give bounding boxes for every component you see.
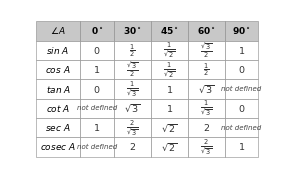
Bar [188, 41, 225, 60]
Bar [114, 60, 151, 79]
Text: $\frac{1}{2}$: $\frac{1}{2}$ [129, 42, 135, 59]
Text: $\angle A$: $\angle A$ [50, 26, 66, 36]
Bar [80, 79, 114, 99]
Bar [188, 21, 225, 41]
Text: $sin\ A$: $sin\ A$ [46, 45, 70, 56]
Bar [114, 21, 151, 41]
Bar [188, 99, 225, 118]
Text: $\frac{2}{\sqrt{3}}$: $\frac{2}{\sqrt{3}}$ [126, 119, 138, 137]
Text: $tan\ A$: $tan\ A$ [46, 84, 71, 95]
Text: $\mathbf{60^\circ}$: $\mathbf{60^\circ}$ [197, 26, 216, 36]
Text: $sec\ A$: $sec\ A$ [45, 122, 71, 133]
Bar [151, 79, 188, 99]
Bar [80, 41, 114, 60]
Bar [151, 41, 188, 60]
Text: $0$: $0$ [238, 64, 245, 75]
Text: $0$: $0$ [93, 45, 101, 56]
Text: $1$: $1$ [94, 64, 101, 75]
Text: $\sqrt{3}$: $\sqrt{3}$ [124, 102, 141, 114]
Text: not defined: not defined [77, 144, 117, 150]
Bar [80, 21, 114, 41]
Text: $cot\ A$: $cot\ A$ [46, 103, 70, 114]
Text: $\frac{1}{2}$: $\frac{1}{2}$ [203, 61, 210, 78]
Text: $\mathbf{0^\circ}$: $\mathbf{0^\circ}$ [91, 26, 103, 36]
Text: $\sqrt{2}$: $\sqrt{2}$ [161, 122, 178, 134]
Bar [80, 60, 114, 79]
Bar [188, 118, 225, 137]
Text: $\sqrt{2}$: $\sqrt{2}$ [161, 141, 178, 153]
Bar [36, 99, 80, 118]
Text: $\frac{\sqrt{3}}{2}$: $\frac{\sqrt{3}}{2}$ [126, 61, 138, 79]
Bar [151, 118, 188, 137]
Text: $cos\ A$: $cos\ A$ [45, 64, 71, 75]
Bar [114, 79, 151, 99]
Text: not defined: not defined [222, 125, 262, 131]
Bar [188, 60, 225, 79]
Text: $1$: $1$ [238, 45, 245, 56]
Bar [151, 60, 188, 79]
Bar [80, 118, 114, 137]
Text: $cosec\ A$: $cosec\ A$ [40, 142, 76, 152]
Bar [114, 41, 151, 60]
Text: not defined: not defined [222, 86, 262, 92]
Text: $1$: $1$ [166, 84, 173, 95]
Bar [80, 137, 114, 157]
Bar [225, 79, 258, 99]
Text: $\frac{\sqrt{3}}{2}$: $\frac{\sqrt{3}}{2}$ [200, 41, 212, 60]
Bar [36, 60, 80, 79]
Text: $\frac{1}{\sqrt{2}}$: $\frac{1}{\sqrt{2}}$ [163, 41, 175, 59]
Text: $0$: $0$ [93, 84, 101, 95]
Bar [151, 21, 188, 41]
Bar [225, 137, 258, 157]
Bar [114, 99, 151, 118]
Bar [151, 99, 188, 118]
Text: $2$: $2$ [203, 122, 210, 133]
Text: $\frac{1}{\sqrt{2}}$: $\frac{1}{\sqrt{2}}$ [163, 61, 175, 79]
Bar [188, 137, 225, 157]
Bar [151, 137, 188, 157]
Text: not defined: not defined [77, 105, 117, 111]
Bar [225, 60, 258, 79]
Text: $\frac{2}{\sqrt{3}}$: $\frac{2}{\sqrt{3}}$ [200, 138, 212, 156]
Bar [114, 137, 151, 157]
Text: $\frac{1}{\sqrt{3}}$: $\frac{1}{\sqrt{3}}$ [200, 99, 212, 117]
Bar [36, 118, 80, 137]
Text: $\sqrt{3}$: $\sqrt{3}$ [198, 83, 215, 95]
Bar [114, 118, 151, 137]
Text: $\frac{1}{\sqrt{3}}$: $\frac{1}{\sqrt{3}}$ [126, 80, 138, 98]
Bar [188, 79, 225, 99]
Bar [36, 21, 80, 41]
Bar [225, 41, 258, 60]
Text: $1$: $1$ [238, 142, 245, 152]
Text: $\mathbf{90^\circ}$: $\mathbf{90^\circ}$ [232, 26, 251, 36]
Text: $2$: $2$ [129, 142, 136, 152]
Bar [36, 41, 80, 60]
Text: $\mathbf{45^\circ}$: $\mathbf{45^\circ}$ [160, 26, 179, 36]
Bar [225, 99, 258, 118]
Bar [225, 21, 258, 41]
Bar [225, 118, 258, 137]
Bar [36, 137, 80, 157]
Bar [36, 79, 80, 99]
Text: $1$: $1$ [94, 122, 101, 133]
Text: $\mathbf{30^\circ}$: $\mathbf{30^\circ}$ [123, 26, 142, 36]
Text: $0$: $0$ [238, 103, 245, 114]
Bar [80, 99, 114, 118]
Text: $1$: $1$ [166, 103, 173, 114]
